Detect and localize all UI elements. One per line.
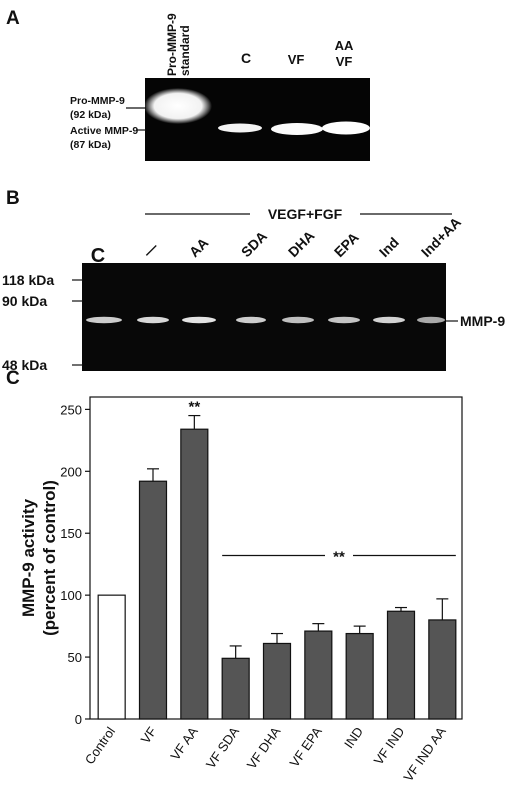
y-tick-label: 150 bbox=[60, 526, 82, 541]
gel-b-band bbox=[373, 316, 405, 324]
marker-active-mmp9: Active MMP-9 (87 kDa) bbox=[70, 125, 138, 151]
band-lane-vf bbox=[271, 123, 323, 135]
marker-pro-mmp9: Pro-MMP-9 (92 kDa) bbox=[70, 95, 125, 121]
bar bbox=[345, 632, 374, 720]
vegf-fgf-label: VEGF+FGF bbox=[268, 206, 343, 222]
gel-a-lane-labels: Pro-MMP-9standard C VF AA VF bbox=[165, 13, 354, 76]
lane-b-label: AA bbox=[186, 234, 212, 260]
gel-b-band bbox=[282, 316, 314, 324]
bar bbox=[97, 594, 126, 720]
panel-a-label: A bbox=[6, 8, 20, 29]
gel-b-band bbox=[182, 316, 216, 324]
x-tick-label: VF IND bbox=[371, 724, 408, 768]
lane-b-label: SDA bbox=[238, 228, 270, 260]
bar-chart: 0 50 100 150 200 250 MMP-9 activity (percent of… bbox=[19, 396, 463, 784]
gel-b-band bbox=[328, 316, 360, 324]
x-tick-label: VF AA bbox=[167, 724, 201, 763]
x-tick-label: VF bbox=[138, 724, 160, 746]
bar bbox=[304, 630, 333, 720]
x-tick-label: IND bbox=[341, 724, 366, 751]
bar bbox=[386, 610, 416, 720]
band-lane-c bbox=[218, 123, 262, 133]
band-pro-mmp9-standard bbox=[144, 88, 212, 124]
gel-b-bands bbox=[86, 316, 445, 324]
lane-b-label: C bbox=[91, 245, 105, 267]
vegf-fgf-bg bbox=[250, 205, 360, 223]
x-tick-label: VF SDA bbox=[203, 724, 242, 771]
panel-c-label: C bbox=[6, 368, 20, 389]
gel-a-markers: Pro-MMP-9 (92 kDa) Active MMP-9 (87 kDa) bbox=[70, 95, 146, 151]
band-lane-aa-vf bbox=[322, 121, 370, 135]
lane-b-label: EPA bbox=[331, 229, 362, 260]
y-tick-label: 250 bbox=[60, 402, 82, 417]
mmp9-band-label: MMP-9 bbox=[460, 313, 505, 329]
gel-b-band bbox=[86, 316, 122, 324]
gel-b-band bbox=[417, 316, 445, 324]
x-tick-label: Control bbox=[82, 724, 118, 767]
x-tick-label: VF EPA bbox=[287, 724, 325, 770]
significance-span-marker: ** bbox=[333, 549, 345, 566]
x-tick-label: VF IND AA bbox=[400, 724, 449, 784]
bar bbox=[221, 657, 250, 720]
bar bbox=[262, 642, 292, 720]
bar bbox=[428, 619, 457, 720]
bar bbox=[138, 480, 168, 720]
gel-b-marker-label: 48 kDa bbox=[2, 357, 47, 373]
y-tick-label: 50 bbox=[68, 650, 82, 665]
panel-b-label: B bbox=[6, 188, 20, 209]
lane-a-aa-vf-label: AA VF bbox=[335, 38, 354, 69]
gel-b-marker-label: 90 kDa bbox=[2, 293, 47, 309]
lane-a-c-label: C bbox=[241, 50, 251, 66]
gel-b-markers: 118 kDa 90 kDa 48 kDa bbox=[2, 272, 83, 373]
gel-b-band bbox=[137, 316, 169, 324]
gel-a-bands bbox=[144, 88, 370, 135]
lane-b-label: Ind bbox=[376, 234, 402, 260]
significance-marker: ** bbox=[188, 399, 200, 416]
lane-a-vf-label: VF bbox=[288, 52, 305, 67]
y-tick-label: 200 bbox=[60, 464, 82, 479]
gel-b-band bbox=[236, 316, 266, 324]
gel-b-marker-label: 118 kDa bbox=[2, 272, 54, 288]
y-axis-label: MMP-9 activity (percent of control) bbox=[19, 480, 59, 636]
lane-a-standard-label: Pro-MMP-9standard bbox=[165, 13, 192, 76]
y-tick-label: 100 bbox=[60, 588, 82, 603]
lane-b-label: Ind+AA bbox=[418, 214, 464, 260]
x-tick-label: VF DHA bbox=[244, 724, 284, 772]
y-tick-label: 0 bbox=[75, 712, 82, 727]
lane-b-label: — bbox=[140, 239, 161, 260]
lane-b-label: DHA bbox=[285, 227, 318, 260]
bar bbox=[180, 428, 209, 720]
